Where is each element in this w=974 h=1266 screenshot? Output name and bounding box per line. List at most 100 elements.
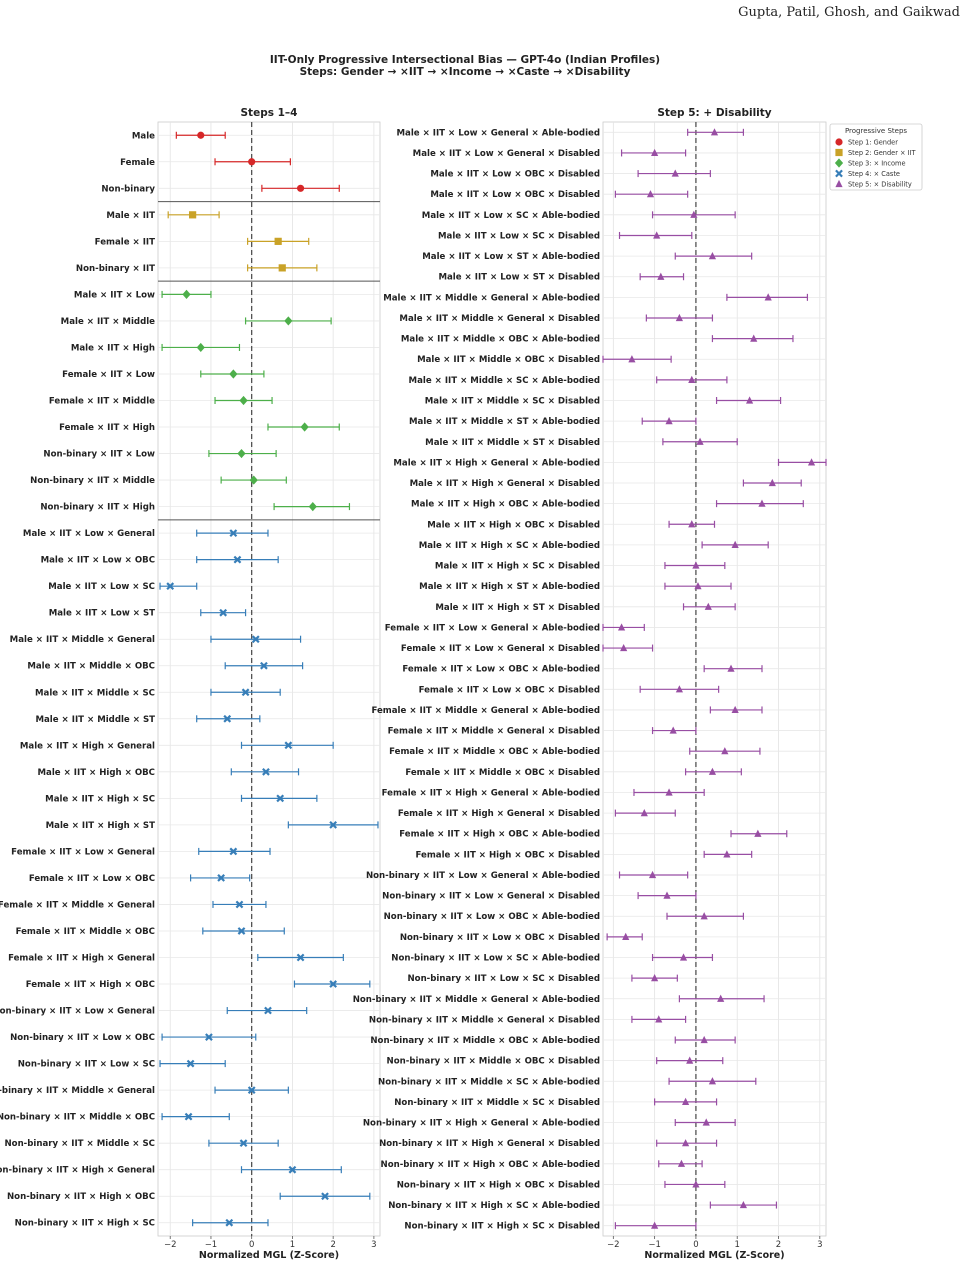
point-marker xyxy=(764,293,772,301)
point-marker xyxy=(702,1118,710,1126)
point-marker xyxy=(288,1165,297,1174)
point-marker xyxy=(700,912,708,920)
legend-entry-label: Step 4: × Caste xyxy=(848,170,900,178)
row-label: Male × IIT × High × ST xyxy=(46,821,156,831)
point-marker xyxy=(731,540,739,549)
point-marker xyxy=(225,1218,234,1227)
row-label: Female × IIT × High × General × Disabled xyxy=(398,809,600,819)
row-label: Non-binary × IIT × Low × OBC × Disabled xyxy=(400,933,600,943)
row-label: Female xyxy=(120,158,155,168)
row-label: Non-binary × IIT × Low × OBC × Able-bodi… xyxy=(384,912,600,922)
point-marker xyxy=(708,251,717,260)
point-marker xyxy=(675,313,683,322)
point-marker-stroke-b xyxy=(166,582,175,591)
point-marker xyxy=(184,1112,193,1121)
row-label: Male × IIT × Low × ST xyxy=(49,609,155,619)
x-tick-label: 1 xyxy=(735,1240,740,1250)
legend-entry-label: Step 3: × Income xyxy=(848,160,906,168)
point-marker xyxy=(665,417,673,425)
panel-2: Male × IIT × Low × General × Able-bodied… xyxy=(353,107,827,1261)
row-label: Non-binary × IIT × Middle × SC × Disable… xyxy=(394,1098,600,1108)
point-marker-stroke-b xyxy=(284,741,293,750)
row-label: Female × IIT × Middle xyxy=(49,397,155,407)
point-marker xyxy=(750,334,758,342)
row-label: Non-binary × IIT × Low × General xyxy=(0,1007,155,1017)
point-marker xyxy=(262,767,270,776)
row-label: Female × IIT × Low × OBC × Able-bodied xyxy=(402,665,600,675)
row-label: Non-binary × IIT × High × OBC xyxy=(7,1192,155,1202)
point-marker-stroke-b xyxy=(296,953,305,962)
point-marker-stroke-b xyxy=(229,847,238,856)
point-marker xyxy=(237,927,246,935)
figure-title: IIT-Only Progressive Intersectional Bias… xyxy=(270,54,660,66)
point-marker xyxy=(329,821,338,829)
point-marker xyxy=(296,953,305,962)
row-label: Non-binary × IIT × Low × SC × Disabled xyxy=(407,974,600,984)
point-marker xyxy=(196,342,205,353)
row-label: Female × IIT × Low × General × Able-bodi… xyxy=(385,623,600,633)
row-label: Male × IIT × High × SC × Able-bodied xyxy=(419,541,600,551)
row-label: Male × IIT × High xyxy=(71,343,155,353)
point-marker xyxy=(688,375,696,383)
point-marker xyxy=(758,499,766,507)
row-label: Female × IIT × Low xyxy=(62,370,155,380)
point-marker xyxy=(731,705,739,714)
point-marker xyxy=(622,932,630,940)
point-marker xyxy=(248,158,256,166)
row-label: Non-binary × IIT × High × General × Disa… xyxy=(379,1139,600,1149)
legend-entry-label: Step 1: Gender xyxy=(848,139,898,147)
row-label: Non-binary × IIT × Low × OBC xyxy=(10,1033,155,1043)
legend-title: Progressive Steps xyxy=(845,127,907,135)
row-label: Female × IIT × High × OBC xyxy=(26,980,155,990)
point-marker xyxy=(300,422,309,432)
row-label: Female × IIT × High × General xyxy=(8,954,155,964)
row-label: Non-binary × IIT × Low × General × Disab… xyxy=(382,892,600,902)
row-label: Male × IIT × Low × General × Able-bodied xyxy=(396,128,600,138)
point-marker xyxy=(182,289,191,300)
point-marker-stroke-b xyxy=(225,1218,234,1227)
row-label: Non-binary × IIT × High × General × Able… xyxy=(363,1119,600,1129)
point-marker-stroke-b xyxy=(251,635,260,644)
point-marker xyxy=(646,190,655,198)
point-marker xyxy=(708,1077,717,1085)
point-marker-stroke-b xyxy=(235,900,244,909)
row-label: Male × IIT × Low × SC xyxy=(48,582,155,592)
x-tick-label: −1 xyxy=(205,1240,218,1250)
point-marker xyxy=(219,608,228,617)
row-label: Male × IIT × Middle × OBC × Able-bodied xyxy=(401,335,600,345)
point-marker xyxy=(675,685,683,693)
row-label: Male × IIT × Low × General × Disabled xyxy=(413,149,600,159)
point-marker-stroke-b xyxy=(241,688,250,697)
plot-area xyxy=(602,121,827,1237)
row-label: Non-binary × IIT × Low × General × Able-… xyxy=(366,871,600,881)
point-marker xyxy=(284,741,293,750)
row-label: Male × IIT × Middle × OBC × Disabled xyxy=(417,355,600,365)
row-label: Male × IIT × High × ST × Disabled xyxy=(435,603,600,613)
point-marker xyxy=(651,148,659,157)
point-marker-stroke-b xyxy=(223,714,232,723)
row-label: Male × IIT × High × General xyxy=(20,741,155,751)
point-marker xyxy=(688,520,696,528)
point-marker xyxy=(681,1097,690,1106)
point-marker xyxy=(671,169,679,177)
row-label: Non-binary × IIT × Middle × SC × Able-bo… xyxy=(378,1077,600,1087)
row-label: Male × IIT × Low xyxy=(74,290,155,300)
point-marker xyxy=(264,1006,272,1015)
legend-marker xyxy=(835,169,843,178)
point-marker xyxy=(651,1221,659,1229)
row-label: Male × IIT × High × OBC xyxy=(37,768,155,778)
point-marker xyxy=(617,623,626,631)
point-marker xyxy=(296,184,305,192)
point-marker xyxy=(686,1056,694,1064)
point-marker xyxy=(696,437,704,445)
row-label: Male × IIT × Low × ST × Able-bodied xyxy=(422,252,600,262)
row-label: Male × IIT × Middle × ST × Able-bodied xyxy=(409,417,600,427)
row-label: Female × IIT × Middle × OBC xyxy=(16,927,155,937)
point-marker xyxy=(665,788,673,796)
point-marker xyxy=(727,664,735,672)
point-marker xyxy=(229,529,238,537)
point-marker xyxy=(235,900,244,909)
point-marker xyxy=(260,661,268,670)
row-label: Non-binary × IIT × High xyxy=(40,503,155,513)
